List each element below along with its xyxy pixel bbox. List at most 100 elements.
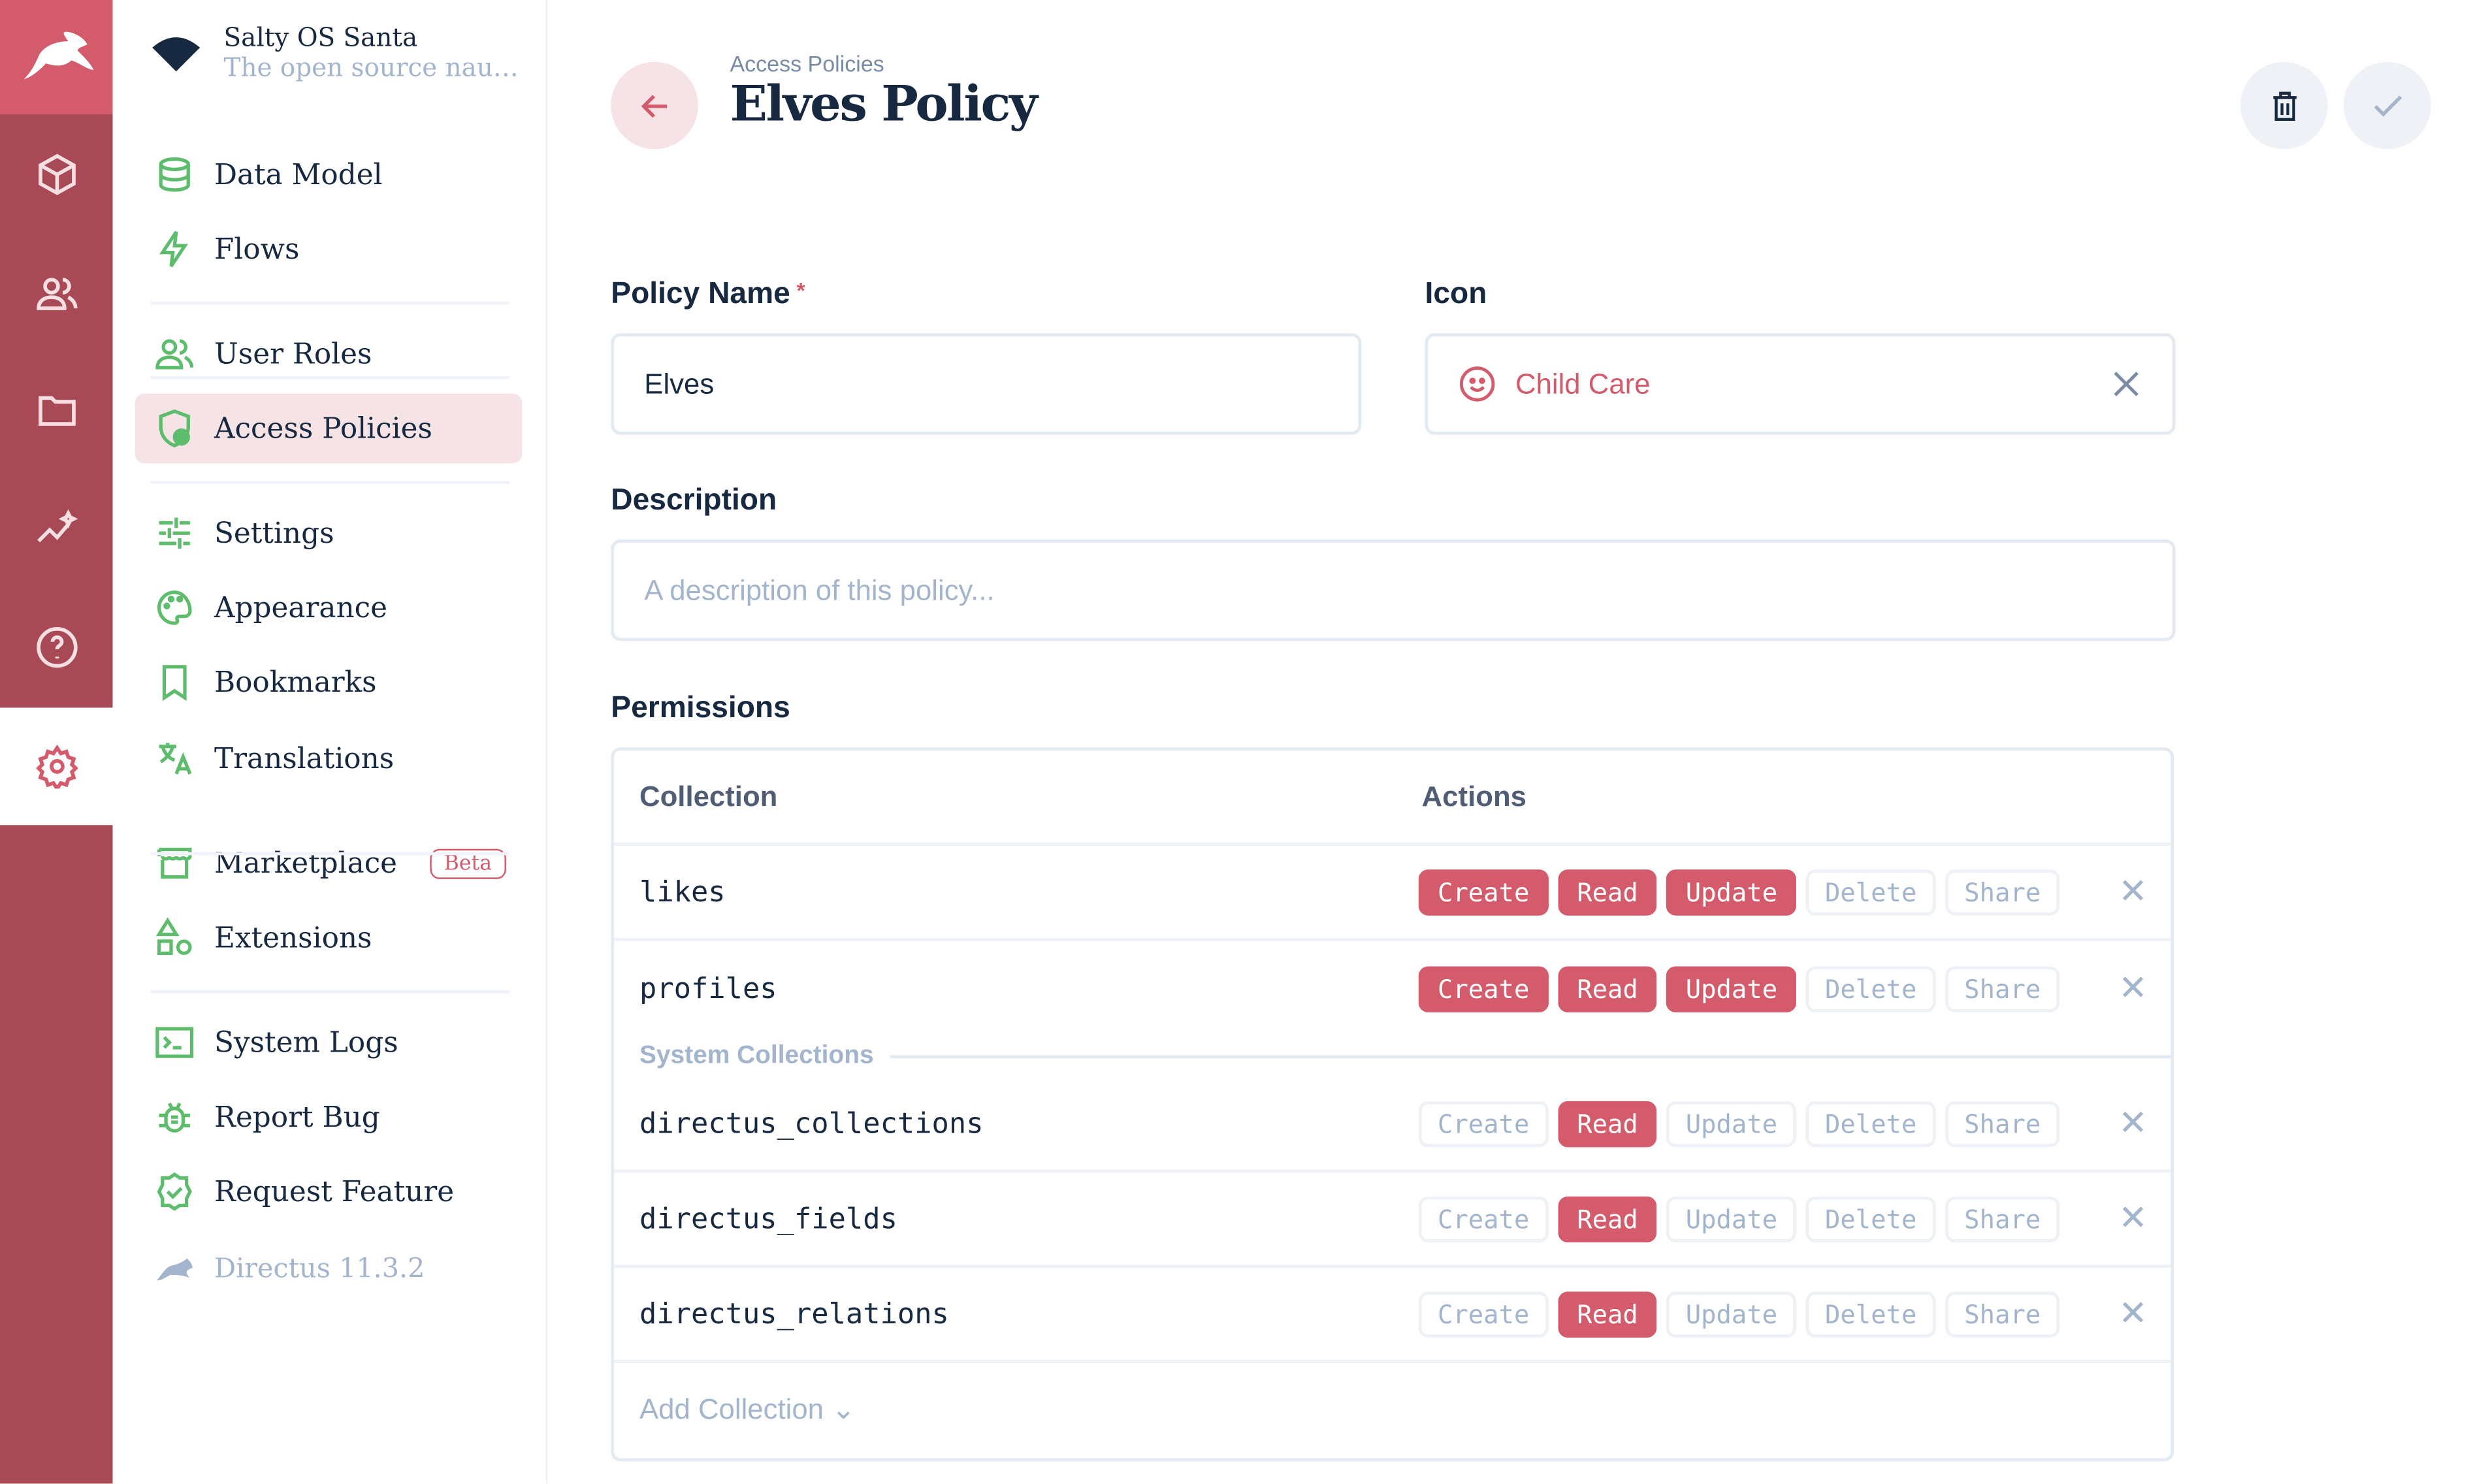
module-rail xyxy=(0,0,113,1484)
permission-share-toggle[interactable]: Share xyxy=(1945,1195,2060,1242)
settings-sidebar: Salty OS Santa The open source naug... Da… xyxy=(112,0,548,1484)
permission-read-toggle[interactable]: Read xyxy=(1558,965,1657,1012)
remove-row-icon[interactable]: ✕ xyxy=(2118,1103,2148,1143)
project-subtitle: The open source naug... xyxy=(223,52,523,83)
policy-name-input[interactable]: Elves xyxy=(611,333,1362,435)
sidebar-item-flows[interactable]: Flows xyxy=(135,214,522,284)
sidebar-item-bookmarks[interactable]: Bookmarks xyxy=(135,647,522,717)
users-icon xyxy=(155,339,194,370)
bookmark-icon xyxy=(162,665,187,702)
remove-row-icon[interactable]: ✕ xyxy=(2118,871,2148,911)
table-row: directus_collections Create Read Update Dele… xyxy=(614,1077,2171,1173)
chevron-down-icon: ⌄ xyxy=(831,1393,856,1425)
sidebar-item-translations[interactable]: Translations xyxy=(135,724,522,794)
sidebar-divider xyxy=(150,301,509,305)
sidebar-divider xyxy=(150,376,509,379)
permission-read-toggle[interactable]: Read xyxy=(1558,1195,1657,1242)
sidebar-item-request-feature[interactable]: Request Feature xyxy=(135,1157,522,1227)
permission-read-toggle[interactable]: Read xyxy=(1558,869,1657,915)
icon-label: Icon xyxy=(1425,278,1487,312)
save-button[interactable] xyxy=(2344,61,2431,150)
permission-create-toggle[interactable]: Create xyxy=(1418,1100,1549,1147)
permission-read-toggle[interactable]: Read xyxy=(1558,1100,1657,1147)
description-label: Description xyxy=(611,483,777,517)
sidebar-item-system-logs[interactable]: System Logs xyxy=(135,1008,522,1078)
permission-update-toggle[interactable]: Update xyxy=(1666,1195,1797,1242)
settings-icon[interactable] xyxy=(0,707,113,826)
back-button[interactable] xyxy=(611,61,698,150)
permissions-table: Collection Actions likes Create Read Update… xyxy=(611,747,2174,1462)
table-header: Collection Actions xyxy=(614,750,2171,846)
storefront-icon xyxy=(157,847,192,879)
shapes-icon xyxy=(155,917,192,956)
child-care-icon xyxy=(1459,366,1495,402)
translate-icon xyxy=(159,743,192,775)
permission-delete-toggle[interactable]: Delete xyxy=(1805,1195,1936,1242)
palette-icon xyxy=(157,590,192,625)
cube-icon[interactable] xyxy=(0,116,112,233)
permission-create-toggle[interactable]: Create xyxy=(1418,1291,1549,1337)
permission-delete-toggle[interactable]: Delete xyxy=(1805,869,1936,915)
table-row: directus_relations Create Read Update Delete… xyxy=(614,1268,2171,1363)
shield-user-icon xyxy=(159,409,190,448)
insights-icon[interactable] xyxy=(0,472,112,589)
add-collection-button[interactable]: Add Collection ⌄ xyxy=(639,1393,856,1425)
sidebar-item-appearance[interactable]: Appearance xyxy=(135,573,522,643)
permission-share-toggle[interactable]: Share xyxy=(1945,869,2060,915)
check-icon xyxy=(2373,95,2402,116)
trash-icon xyxy=(2272,91,2296,120)
sidebar-item-settings[interactable]: Settings xyxy=(135,498,522,568)
version-info: Directus 11.3.2 xyxy=(135,1234,522,1304)
sidebar-item-data-model[interactable]: Data Model xyxy=(135,140,522,210)
help-icon[interactable] xyxy=(0,589,112,706)
sliders-icon xyxy=(159,517,190,549)
logo-rabbit[interactable] xyxy=(0,0,113,114)
users-icon[interactable] xyxy=(0,235,112,353)
icon-select[interactable]: Child Care xyxy=(1425,333,2176,435)
main-content: Access Policies Elves Policy Policy Name… xyxy=(547,0,2469,1484)
permission-create-toggle[interactable]: Create xyxy=(1418,965,1549,1012)
permission-delete-toggle[interactable]: Delete xyxy=(1805,1291,1936,1337)
project-name: Salty OS Santa xyxy=(223,22,418,53)
permission-create-toggle[interactable]: Create xyxy=(1418,1195,1549,1242)
permissions-label: Permissions xyxy=(611,692,790,726)
beta-badge: Beta xyxy=(429,848,506,879)
sidebar-divider xyxy=(150,481,509,484)
description-input[interactable]: A description of this policy... xyxy=(611,539,2176,641)
bolt-icon xyxy=(159,231,188,268)
collection-name: directus_relations xyxy=(639,1297,949,1331)
delete-button[interactable] xyxy=(2240,61,2328,150)
sidebar-divider xyxy=(150,990,509,993)
permission-delete-toggle[interactable]: Delete xyxy=(1805,965,1936,1012)
permission-update-toggle[interactable]: Update xyxy=(1666,965,1797,1012)
remove-row-icon[interactable]: ✕ xyxy=(2118,1198,2148,1238)
collection-name: directus_fields xyxy=(639,1202,897,1236)
sidebar-item-user-roles[interactable]: User Roles xyxy=(135,319,522,389)
table-row: likes Create Read Update Delete Share ✕ xyxy=(614,846,2171,941)
remove-row-icon[interactable]: ✕ xyxy=(2118,1293,2148,1333)
permission-read-toggle[interactable]: Read xyxy=(1558,1291,1657,1337)
permission-share-toggle[interactable]: Share xyxy=(1945,1100,2060,1147)
sidebar-item-report-bug[interactable]: Report Bug xyxy=(135,1082,522,1152)
sidebar-item-extensions[interactable]: Extensions xyxy=(135,903,522,973)
system-collections-divider: System Collections xyxy=(639,1042,2171,1071)
permission-delete-toggle[interactable]: Delete xyxy=(1805,1100,1936,1147)
verified-icon xyxy=(157,1172,192,1211)
table-row: profiles Create Read Update Delete Share ✕ xyxy=(614,941,2170,1037)
sidebar-item-marketplace[interactable]: Marketplace Beta xyxy=(135,828,522,898)
page-title: Elves Policy xyxy=(730,76,1037,134)
sidebar-item-access-policies[interactable]: Access Policies xyxy=(135,393,523,464)
permission-update-toggle[interactable]: Update xyxy=(1666,869,1797,915)
permission-share-toggle[interactable]: Share xyxy=(1945,965,2060,1012)
permission-update-toggle[interactable]: Update xyxy=(1666,1100,1797,1147)
permission-create-toggle[interactable]: Create xyxy=(1418,869,1549,915)
clear-icon[interactable] xyxy=(2110,368,2142,400)
breadcrumb[interactable]: Access Policies xyxy=(730,50,884,76)
terminal-icon xyxy=(155,1027,194,1058)
remove-row-icon[interactable]: ✕ xyxy=(2118,967,2148,1008)
collection-name: profiles xyxy=(639,971,777,1005)
permission-share-toggle[interactable]: Share xyxy=(1945,1291,2060,1337)
folder-icon[interactable] xyxy=(0,352,112,470)
permission-update-toggle[interactable]: Update xyxy=(1666,1291,1797,1337)
project-info[interactable]: Salty OS Santa The open source naug... xyxy=(151,22,522,82)
